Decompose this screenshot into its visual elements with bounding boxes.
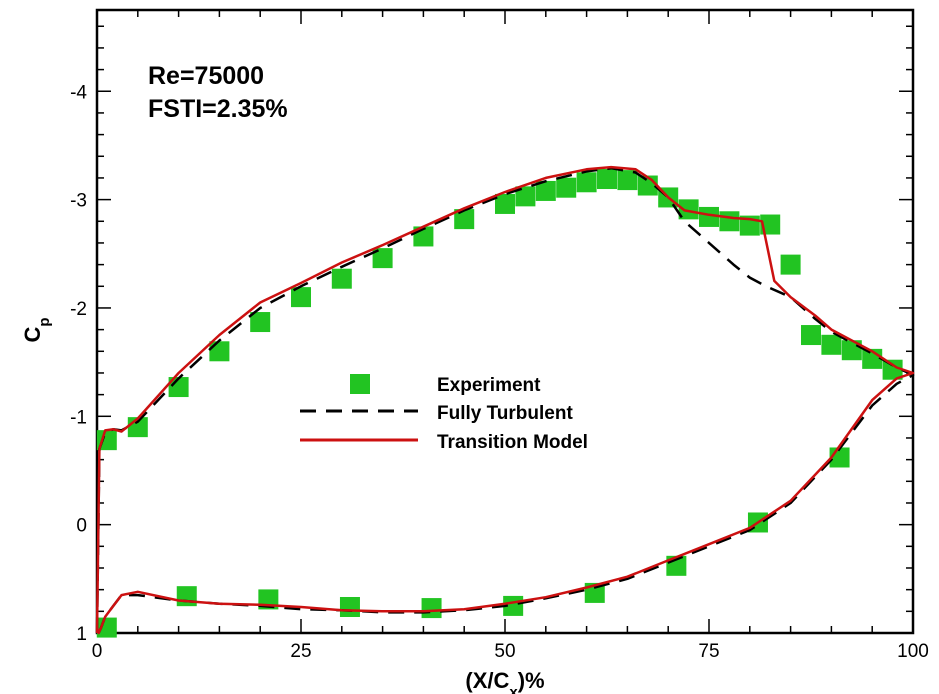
legend-label-fully-turbulent: Fully Turbulent bbox=[437, 403, 573, 424]
experiment-point bbox=[331, 268, 352, 289]
experiment-point bbox=[176, 586, 197, 607]
experiment-point bbox=[719, 211, 740, 232]
x-tick-label: 0 bbox=[92, 641, 103, 662]
experiment-point bbox=[535, 180, 556, 201]
legend-label-transition-model: Transition Model bbox=[437, 432, 588, 453]
annotation-reynolds: Re=75000 bbox=[148, 62, 264, 90]
experiment-point bbox=[209, 341, 230, 362]
experiment-point bbox=[556, 177, 577, 198]
series-line-fully-turbulent bbox=[95, 166, 915, 635]
x-tick-label: 50 bbox=[494, 641, 515, 662]
experiment-point bbox=[576, 172, 597, 193]
series-line-transition-model bbox=[95, 165, 915, 635]
experiment-point bbox=[699, 206, 719, 227]
x-tick-label: 100 bbox=[897, 641, 929, 662]
y-tick-label: -1 bbox=[70, 407, 87, 428]
experiment-point bbox=[495, 193, 515, 214]
experiment-point bbox=[780, 254, 801, 275]
legend: Experiment Fully Turbulent Transition Mo… bbox=[300, 374, 588, 453]
experiment-point bbox=[291, 287, 311, 308]
experiment-point bbox=[821, 334, 842, 355]
axis-ticks bbox=[96, 10, 914, 634]
series-layer bbox=[95, 165, 915, 638]
experiment-point bbox=[801, 325, 821, 346]
experiment-point bbox=[678, 199, 699, 220]
experiment-point bbox=[454, 209, 475, 230]
y-axis-title: Cp bbox=[20, 317, 53, 342]
annotation-fsti: FSTI=2.35% bbox=[148, 95, 288, 123]
experiment-point bbox=[882, 359, 903, 380]
experiment-point bbox=[617, 170, 638, 191]
experiment-point bbox=[515, 186, 536, 207]
legend-label-experiment: Experiment bbox=[437, 375, 541, 396]
series-experiment bbox=[96, 169, 903, 638]
experiment-point bbox=[421, 598, 442, 619]
experiment-point bbox=[250, 312, 271, 333]
axis-tick-labels: 0 25 50 75 100-4-3-2-101 bbox=[70, 82, 929, 662]
x-tick-label: 25 bbox=[290, 641, 311, 662]
experiment-point bbox=[339, 596, 360, 617]
y-tick-label: -4 bbox=[70, 82, 87, 103]
y-tick-label: -2 bbox=[70, 299, 87, 320]
x-axis-title: (X/Cx)% bbox=[465, 668, 544, 694]
y-tick-label: 0 bbox=[76, 516, 87, 537]
x-tick-label: 75 bbox=[698, 641, 719, 662]
experiment-point bbox=[760, 214, 781, 235]
experiment-point bbox=[597, 169, 617, 190]
y-tick-label: -3 bbox=[70, 191, 87, 212]
experiment-point bbox=[372, 248, 393, 269]
y-tick-label: 1 bbox=[76, 624, 87, 645]
legend-marker-experiment bbox=[350, 374, 370, 394]
